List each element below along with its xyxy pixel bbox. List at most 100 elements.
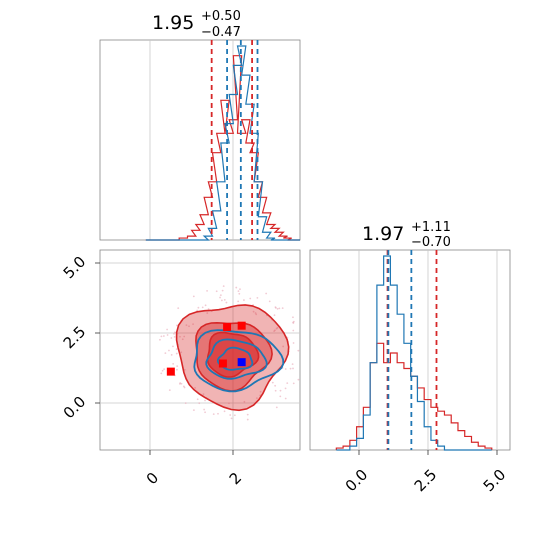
- sample-point: [217, 412, 219, 415]
- title-param1-minus: −0.47: [201, 25, 241, 40]
- sample-point: [225, 301, 228, 304]
- sample-point: [273, 314, 276, 317]
- title-param2-value: 1.97: [362, 223, 404, 245]
- param2-histogram-series-1: [336, 255, 492, 451]
- sample-point: [275, 406, 278, 409]
- sample-point: [255, 313, 258, 316]
- title-param2: 1.97 +1.11 −0.70: [362, 220, 451, 250]
- sample-point: [174, 331, 176, 334]
- sample-point: [256, 296, 259, 299]
- sample-point: [276, 326, 279, 329]
- sample-point: [192, 409, 195, 412]
- sample-point: [160, 335, 163, 338]
- sample-point: [279, 395, 282, 398]
- sample-point: [203, 408, 206, 411]
- sample-point: [292, 367, 294, 370]
- sample-point: [206, 289, 208, 292]
- ytick-0.0: 0.0: [60, 393, 90, 423]
- sample-point: [166, 328, 169, 331]
- sample-point: [163, 368, 166, 371]
- marker-point-1: [218, 359, 227, 368]
- sample-point: [238, 292, 241, 295]
- sample-point: [219, 294, 222, 297]
- sample-point: [197, 306, 200, 309]
- sample-point: [254, 312, 257, 314]
- sample-point: [204, 399, 206, 402]
- title-param1-value: 1.95: [152, 12, 194, 34]
- sample-point: [185, 324, 188, 327]
- sample-point: [172, 345, 174, 348]
- param2-histogram-series-0: [335, 342, 493, 450]
- sample-point: [179, 335, 181, 338]
- sample-point: [173, 332, 175, 335]
- ytick-5.0: 5.0: [60, 253, 90, 283]
- sample-point: [237, 290, 240, 293]
- sample-point: [297, 349, 300, 352]
- sample-point: [176, 324, 178, 327]
- sample-point: [162, 335, 165, 337]
- sample-point: [188, 325, 190, 328]
- sample-point: [192, 295, 195, 298]
- sample-point: [278, 307, 281, 310]
- sample-point: [196, 309, 198, 312]
- sample-point: [204, 411, 206, 414]
- x-tick-labels-param1: 0 2: [143, 469, 245, 488]
- sample-point: [166, 334, 169, 336]
- contour-panel: [95, 249, 301, 455]
- sample-point: [279, 389, 282, 392]
- sample-point: [161, 369, 164, 372]
- sample-point: [202, 393, 205, 396]
- marker-point-3: [237, 321, 246, 330]
- sample-point: [159, 338, 161, 341]
- xtick-2: 2: [226, 469, 245, 488]
- sample-point: [183, 368, 186, 371]
- xtick-2.5: 2.5: [411, 466, 441, 496]
- sample-point: [182, 385, 185, 388]
- sample-point: [177, 307, 180, 310]
- sample-point: [198, 402, 201, 405]
- sample-point: [183, 335, 186, 338]
- sample-point: [274, 307, 277, 309]
- sample-point: [176, 365, 179, 368]
- xtick-5.0: 5.0: [480, 466, 510, 496]
- sample-point: [181, 338, 184, 341]
- title-param2-plus: +1.11: [411, 220, 451, 235]
- sample-point: [265, 292, 268, 295]
- sample-point: [284, 397, 287, 400]
- sample-point: [175, 348, 178, 350]
- param1-histogram-series-1: [145, 45, 300, 241]
- title-param2-minus: −0.70: [411, 235, 451, 250]
- sample-point: [274, 389, 277, 392]
- sample-point: [215, 290, 218, 293]
- sample-point: [274, 329, 276, 332]
- param1-histogram-series-0: [145, 55, 300, 241]
- sample-point: [222, 285, 225, 288]
- sample-point: [246, 413, 249, 416]
- title-param1-plus: +0.50: [201, 9, 241, 24]
- sample-point: [176, 368, 178, 371]
- sample-point: [220, 299, 223, 302]
- blue-contour-level-2: [216, 346, 254, 371]
- sample-point: [292, 316, 294, 319]
- sample-point: [168, 389, 171, 392]
- sample-point: [292, 320, 295, 323]
- sample-point: [204, 304, 207, 307]
- sample-point: [292, 382, 295, 385]
- sample-point: [284, 387, 287, 390]
- sample-point: [268, 300, 271, 303]
- sample-point: [194, 387, 196, 389]
- sample-point: [259, 390, 262, 393]
- sample-point: [196, 398, 199, 401]
- title-param1: 1.95 +0.50 −0.47: [152, 9, 241, 40]
- ytick-2.5: 2.5: [60, 323, 90, 353]
- sample-point: [201, 306, 204, 309]
- sample-point: [233, 414, 236, 417]
- sample-point: [221, 289, 224, 292]
- sample-point: [170, 337, 173, 339]
- y-tick-labels-param2: 0.0 2.5 5.0: [60, 253, 90, 423]
- sample-point: [235, 286, 238, 289]
- sample-point: [175, 352, 178, 355]
- sample-point: [276, 307, 279, 310]
- blue-contour-level-0: [193, 329, 285, 393]
